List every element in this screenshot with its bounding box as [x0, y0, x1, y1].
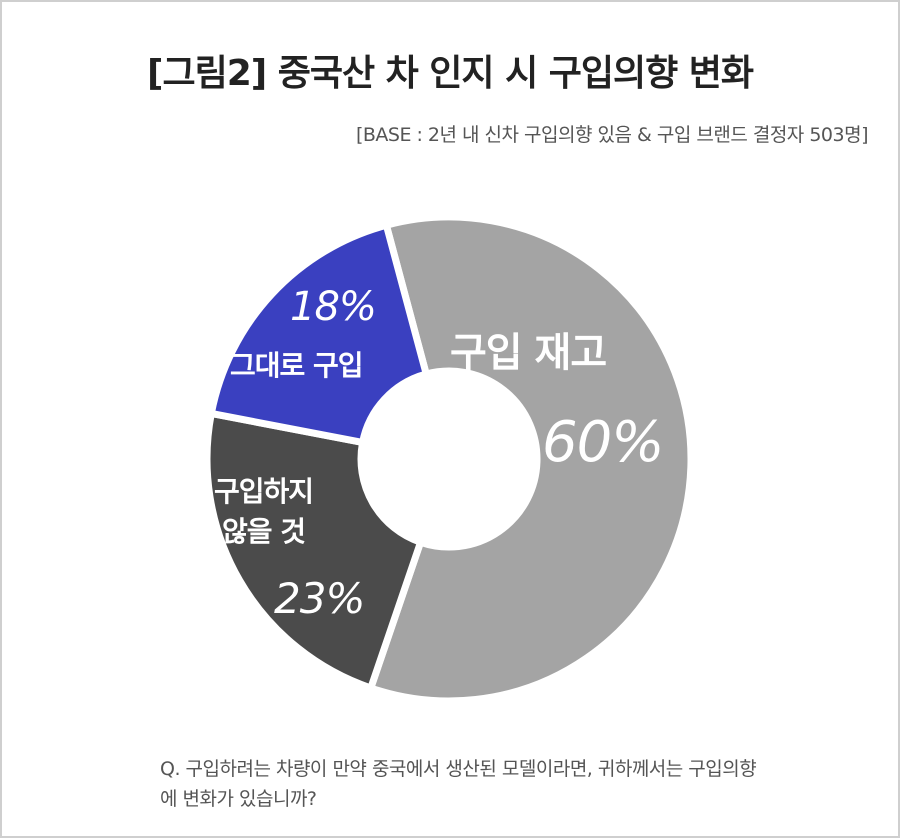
base-note: [BASE : 2년 내 신차 구입의향 있음 & 구입 브랜드 결정자 503…	[355, 124, 869, 146]
donut-slice-1	[203, 409, 425, 693]
slice-label-not-buy-line2: 않을 것	[222, 515, 306, 548]
slice-pct-buy-anyway: 18%	[290, 284, 377, 330]
slice-pct-not-buy: 23%	[274, 574, 365, 623]
donut-slice-2	[207, 220, 431, 447]
survey-question: Q. 구입하려는 차량이 만약 중국에서 생산된 모델이라면, 귀하께서는 구입…	[160, 758, 757, 810]
slice-label-not-buy-line1: 구입하지	[214, 475, 314, 508]
slice-label-buy-anyway: 그대로 구입	[230, 349, 364, 382]
slice-label-not-buy: 구입하지 않을 것	[214, 472, 314, 552]
slice-pct-reconsider: 60%	[542, 410, 664, 475]
chart-title: [그림2] 중국산 차 인지 시 구입의향 변화	[147, 53, 754, 94]
slice-label-reconsider: 구입 재고	[450, 330, 607, 376]
donut-slice-0	[366, 213, 695, 705]
